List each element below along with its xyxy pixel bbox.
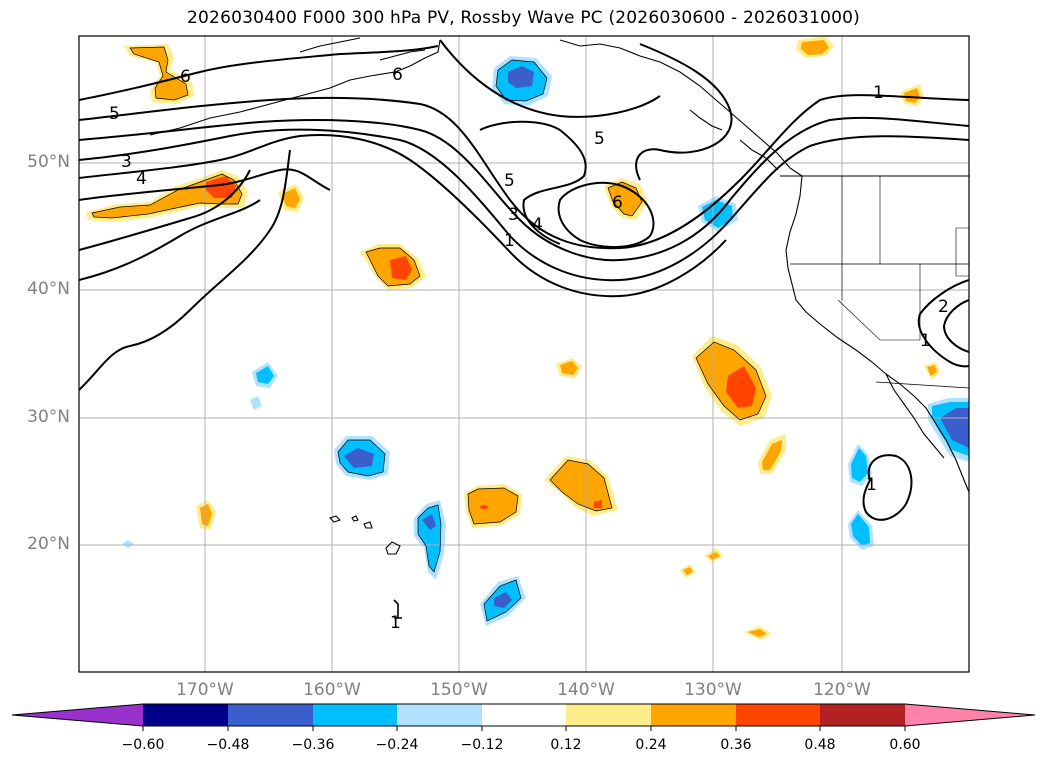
negative-anomaly-west-small xyxy=(250,362,278,410)
positive-anomaly-south-central xyxy=(544,456,618,516)
colorbar-tick-label: 0.48 xyxy=(804,737,836,753)
colorbar-extend-high xyxy=(905,704,1035,726)
pv-anomaly-shading xyxy=(86,36,969,640)
negative-anomaly-alaska xyxy=(492,56,552,106)
contour-label: 5 xyxy=(594,129,605,149)
colorbar-tick-label: 0.36 xyxy=(720,737,752,753)
coastlines xyxy=(149,37,969,555)
colorbar-segment xyxy=(566,704,651,726)
lat-label: 40°N xyxy=(27,279,70,299)
contour-label: 5 xyxy=(109,104,120,124)
colorbar-tick-label: 0.12 xyxy=(550,737,582,753)
contour-label: 1 xyxy=(873,83,884,103)
negative-anomaly-se-pair xyxy=(848,444,874,550)
colorbar-tick-label: −0.60 xyxy=(121,737,165,753)
lon-label: 130°W xyxy=(684,680,742,700)
negative-anomaly-tiny xyxy=(122,540,134,548)
positive-anomaly-tiny xyxy=(680,548,772,640)
negative-anomaly-south xyxy=(480,576,526,626)
contour-label: 6 xyxy=(392,65,403,85)
contour-labels: 6 5 3 4 6 5 3 4 1 5 6 1 2 1 1 1 xyxy=(109,65,949,633)
negative-anomaly-central-west xyxy=(334,436,390,480)
colorbar-segment xyxy=(482,704,566,726)
contour-label: 1 xyxy=(390,613,401,633)
colorbar-tick-label: −0.12 xyxy=(460,737,504,753)
map-title: 2026030400 F000 300 hPa PV, Rossby Wave … xyxy=(187,8,860,28)
contour-label: 2 xyxy=(938,297,949,317)
colorbar-tick-label: −0.24 xyxy=(375,737,419,753)
colorbar-segment xyxy=(397,704,482,726)
contour-label: 1 xyxy=(920,331,931,351)
colorbar-tick-label: 0.24 xyxy=(635,737,667,753)
positive-anomaly-small-2 xyxy=(556,358,582,378)
contour-label: 5 xyxy=(504,171,515,191)
colorbar-ticks xyxy=(142,726,906,731)
negative-anomaly-hawaii xyxy=(414,500,446,580)
colorbar-segment xyxy=(651,704,736,726)
contour-label: 3 xyxy=(121,152,132,172)
positive-anomaly-far-west xyxy=(196,500,216,530)
colorbar-segment xyxy=(228,704,313,726)
positive-anomaly-se-small xyxy=(758,434,786,474)
map-panel xyxy=(79,36,969,672)
colorbar-extend-low xyxy=(12,704,143,726)
contour-label: 6 xyxy=(612,193,623,213)
map-frame xyxy=(78,35,970,673)
pv-contours xyxy=(79,39,969,619)
map-gridlines xyxy=(79,36,969,672)
lon-label: 140°W xyxy=(557,680,615,700)
colorbar-tick-label: −0.36 xyxy=(291,737,335,753)
colorbar-segment xyxy=(736,704,820,726)
positive-anomaly-nw xyxy=(124,44,194,104)
contour-label: 1 xyxy=(504,231,515,251)
anomaly-outlines xyxy=(91,46,767,622)
positive-anomaly-mid-west xyxy=(360,244,426,290)
colorbar-tick-label: 0.60 xyxy=(889,737,921,753)
positive-anomaly-baja-small xyxy=(924,362,940,380)
positive-anomaly-north-coast xyxy=(796,36,834,58)
colorbar xyxy=(11,703,1036,731)
contour-label: 4 xyxy=(136,169,147,189)
lon-label: 120°W xyxy=(813,680,871,700)
contour-label: 6 xyxy=(180,67,191,87)
contour-label: 4 xyxy=(532,215,543,235)
colorbar-segment xyxy=(313,704,397,726)
lat-label: 30°N xyxy=(27,407,70,427)
contour-label: 3 xyxy=(508,205,519,225)
lon-label: 150°W xyxy=(430,680,488,700)
colorbar-segment xyxy=(143,704,228,726)
positive-anomaly-ne-small xyxy=(900,84,924,106)
lon-label: 170°W xyxy=(176,680,234,700)
colorbar-segment xyxy=(820,704,905,726)
colorbar-tick-label: −0.48 xyxy=(206,737,250,753)
lat-label: 20°N xyxy=(27,534,70,554)
lat-label: 50°N xyxy=(27,152,70,172)
contour-label: 1 xyxy=(866,475,877,495)
lon-label: 160°W xyxy=(303,680,361,700)
